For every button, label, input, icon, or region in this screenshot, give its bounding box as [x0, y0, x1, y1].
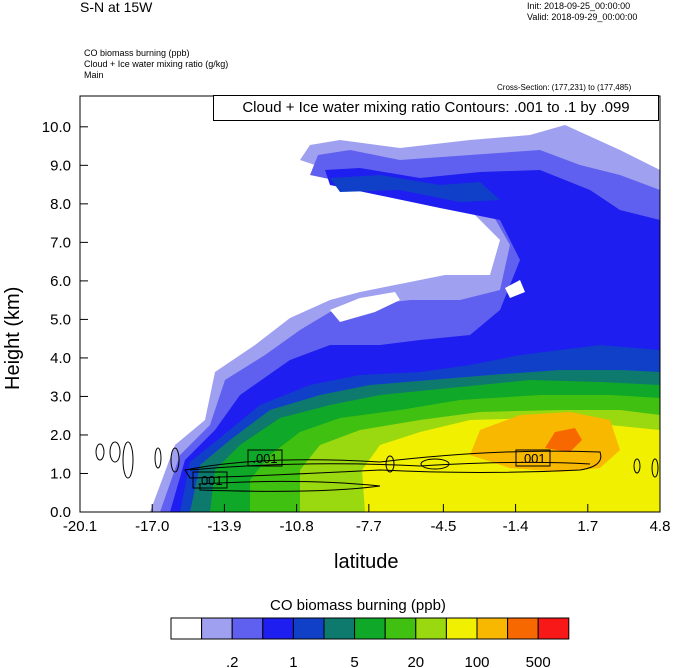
colorbar-swatch: [354, 617, 386, 640]
colorbar-swatch: [292, 617, 325, 640]
y-tick-label: 1.0: [50, 465, 71, 482]
contour-value-label: .001: [197, 473, 222, 488]
x-axis-label: latitude: [334, 551, 399, 573]
y-tick-label: 8.0: [50, 196, 71, 213]
valid-time: Valid: 2018-09-29_00:00:00: [527, 12, 638, 22]
x-tick-label: -20.1: [63, 518, 97, 535]
colorbar-swatch: [415, 617, 447, 640]
x-tick-label: -1.4: [503, 518, 529, 535]
x-tick-label: 1.7: [577, 518, 598, 535]
cloud-contours: [95, 441, 659, 492]
contour-value-label: .001: [520, 451, 545, 466]
y-tick-label: 2.0: [50, 427, 71, 444]
y-tick-label: 7.0: [50, 234, 71, 251]
colorbar-swatch: [476, 617, 509, 640]
x-tick-label: -10.8: [280, 518, 314, 535]
init-valid-times: Init: 2018-09-25_00:00:00 Valid: 2018-09…: [527, 1, 637, 23]
cross-section-label: Cross-Section: (177,231) to (177,485): [497, 83, 632, 92]
x-tick-label: -7.7: [356, 518, 382, 535]
y-tick-label: 5.0: [50, 311, 71, 328]
colorbar-tick-label: 20: [407, 654, 424, 668]
contour-label-boxes: .001 .001 .001: [192, 449, 551, 489]
field-co-biomass: CO biomass burning (ppb): [84, 48, 190, 58]
field-cloud-ice: Cloud + Ice water mixing ratio (g/kg): [84, 59, 229, 69]
colorbar-title: CO biomass burning (ppb): [270, 597, 446, 614]
x-tick-label: -13.9: [207, 518, 241, 535]
y-tick-label: 6.0: [50, 273, 71, 290]
colorbar-tick-label: 1: [289, 654, 297, 668]
level-orange: [470, 412, 620, 472]
y-tick-label: 10.0: [42, 119, 71, 136]
colorbar-tick-label: 100: [464, 654, 489, 668]
colorbar-swatch: [231, 617, 264, 640]
y-tick-label: 0.0: [50, 504, 71, 521]
colorbar-swatch: [445, 617, 478, 640]
colorbar-swatch: [384, 617, 417, 640]
y-axis-label: Height (km): [2, 286, 24, 390]
x-tick-label: -4.5: [430, 518, 456, 535]
x-tick-label: 4.8: [650, 518, 671, 535]
contour-value-label: .001: [252, 451, 277, 466]
colorbar-tick-label: .2: [226, 654, 239, 668]
init-time: Init: 2018-09-25_00:00:00: [527, 1, 631, 11]
y-tick-label: 4.0: [50, 350, 71, 367]
colorbar-swatch: [170, 617, 203, 640]
colorbar-swatch: [323, 617, 356, 640]
field-list: CO biomass burning (ppb) Cloud + Ice wat…: [84, 48, 228, 81]
colorbar-swatch: [537, 617, 570, 640]
colorbar-swatch: [507, 617, 539, 640]
x-tick-label: -17.0: [135, 518, 169, 535]
colorbar: .2 1 5 20 100 500: [170, 617, 570, 668]
level-redorange: [545, 428, 582, 452]
colorbar-tick-label: 500: [526, 654, 551, 668]
colorbar-swatch: [201, 617, 233, 640]
axes: -20.1 -17.0 -13.9 -10.8 -7.7 -4.5 -1.4 1.7 4.8 0.…: [42, 119, 671, 535]
colorbar-tick-label: 5: [350, 654, 358, 668]
heatmap-field: .001 .001 .001: [80, 96, 660, 512]
y-tick-label: 9.0: [50, 157, 71, 174]
field-main: Main: [84, 70, 104, 80]
y-tick-label: 3.0: [50, 388, 71, 405]
colorbar-swatch: [262, 617, 294, 640]
contour-info-box: Cloud + Ice water mixing ratio Contours:…: [213, 95, 659, 121]
plot-title: S-N at 15W: [80, 0, 153, 15]
